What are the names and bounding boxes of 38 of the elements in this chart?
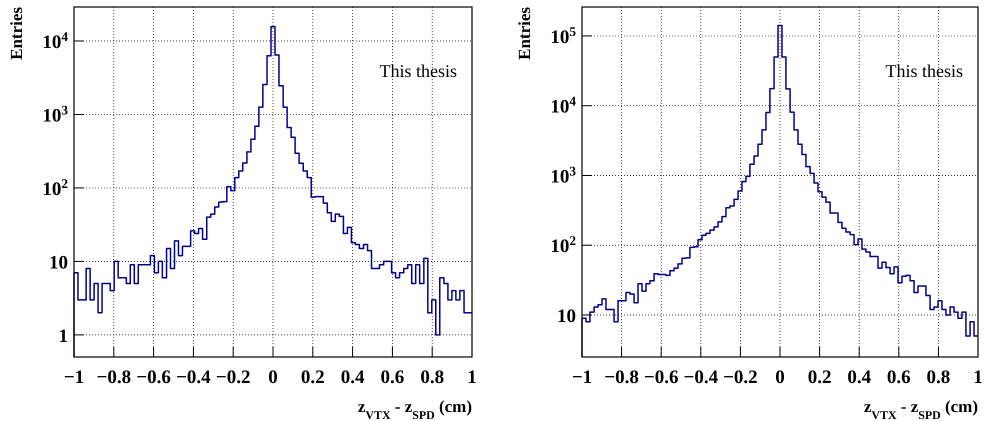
x-axis-title: z$_{VTX}$ - z$_{SPD}$ (cm) bbox=[864, 397, 978, 421]
y-tick-label: 10$^{2}$ bbox=[550, 232, 576, 258]
x-tick-label: 1 bbox=[467, 367, 477, 388]
x-tick-label: −0.4 bbox=[684, 367, 719, 388]
x-tick-label: 0.8 bbox=[926, 367, 950, 388]
y-tick-label: 10 bbox=[557, 306, 576, 327]
x-tick-label: 0.6 bbox=[886, 367, 911, 388]
y-tick-label: 10$^{4}$ bbox=[42, 28, 68, 53]
x-tick-label: −0.6 bbox=[644, 367, 678, 388]
y-tick-label: 10$^{2}$ bbox=[42, 175, 68, 200]
y-tick-label: 10 bbox=[49, 252, 68, 274]
x-tick-label: 0.6 bbox=[380, 367, 404, 388]
x-tick-label: −1 bbox=[572, 367, 592, 388]
x-tick-label: 0.4 bbox=[340, 367, 365, 388]
x-tick-label: 1 bbox=[973, 367, 983, 388]
y-tick-label: 10$^{4}$ bbox=[550, 93, 576, 118]
y-tick-label: 1 bbox=[58, 326, 68, 347]
x-axis-title: z$_{VTX}$ - z$_{SPD}$ (cm) bbox=[358, 397, 472, 421]
x-tick-label: −0.8 bbox=[96, 367, 132, 388]
x-tick-label: −0.2 bbox=[216, 367, 250, 388]
x-tick-label: −0.8 bbox=[604, 367, 639, 388]
y-tick-label: 10$^{3}$ bbox=[550, 162, 576, 188]
x-tick-label: −0.2 bbox=[723, 367, 758, 388]
x-tick-label: 0 bbox=[775, 367, 785, 388]
x-tick-label: 0.2 bbox=[300, 367, 325, 388]
x-tick-label: 0.2 bbox=[808, 367, 832, 388]
y-tick-label: 10$^{3}$ bbox=[42, 102, 68, 126]
x-tick-label: −1 bbox=[64, 367, 84, 388]
x-tick-label: 0.4 bbox=[847, 367, 872, 388]
annotation: This thesis bbox=[379, 61, 457, 81]
x-tick-label: 0.8 bbox=[420, 367, 444, 388]
y-axis-title: Entries bbox=[515, 6, 534, 60]
x-tick-label: −0.4 bbox=[176, 367, 212, 388]
y-axis-title: Entries bbox=[7, 6, 26, 60]
annotation: This thesis bbox=[885, 61, 963, 81]
x-tick-label: −0.6 bbox=[136, 367, 171, 388]
x-tick-label: 0 bbox=[268, 367, 278, 388]
y-tick-label: 10$^{5}$ bbox=[550, 23, 576, 48]
